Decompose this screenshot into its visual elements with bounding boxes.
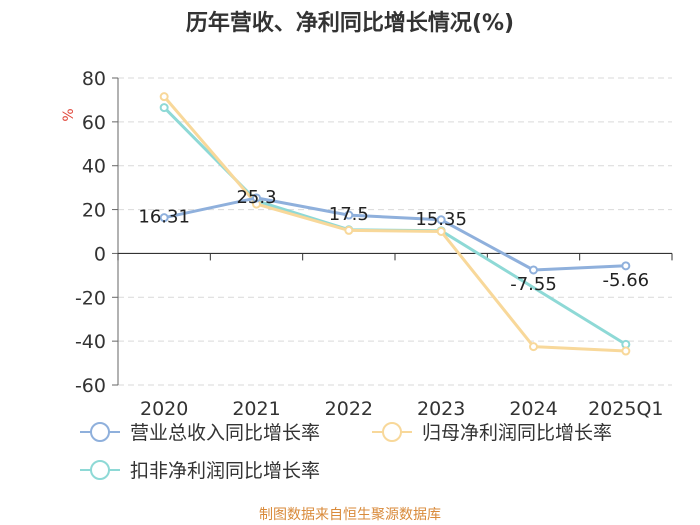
- data-label: 15.35: [415, 209, 467, 230]
- data-label: 16.31: [138, 207, 190, 228]
- x-tick-label: 2023: [417, 398, 465, 420]
- x-axis: 2020 2021 2022 2023 2024 2025Q1: [117, 252, 673, 420]
- source-note: 制图数据来自恒生聚源数据库: [259, 507, 441, 523]
- data-label: -7.55: [510, 274, 557, 295]
- data-point: [159, 92, 169, 102]
- series-line-3: [163, 106, 627, 346]
- y-tick-label: 0: [94, 243, 106, 265]
- data-point: [529, 342, 538, 352]
- x-tick-label: 2024: [509, 398, 557, 420]
- series-layer: [159, 92, 631, 356]
- legend-item-3: 扣非净利润同比增长率: [80, 460, 320, 482]
- legend-swatch-marker: [90, 460, 110, 480]
- legend-label: 归母净利润同比增长率: [422, 422, 612, 444]
- legend-swatch-marker: [90, 422, 110, 442]
- series-line-1: [163, 196, 626, 272]
- grid-lines: [118, 77, 672, 386]
- data-point: [436, 215, 446, 225]
- y-axis-unit: %: [61, 108, 77, 121]
- series-line-2: [163, 95, 626, 353]
- x-tick-label: 2025Q1: [588, 398, 663, 420]
- data-point: [436, 227, 446, 236]
- legend-item-1: 营业总收入同比增长率: [80, 422, 320, 444]
- data-point: [621, 261, 631, 271]
- data-point: [252, 193, 261, 203]
- x-tick-label: 2022: [325, 398, 373, 420]
- data-point: [344, 225, 354, 235]
- data-labels: 16.31 25.3 17.5 15.35 -7.55 -5.66: [138, 187, 649, 295]
- y-tick-label: 20: [82, 200, 106, 222]
- y-tick-label: 60: [82, 112, 106, 134]
- legend-label: 扣非净利润同比增长率: [130, 460, 320, 482]
- y-tick-label: 80: [82, 68, 106, 90]
- data-point: [159, 103, 169, 113]
- legend-swatch-marker: [382, 422, 402, 442]
- legend-item-2: 归母净利润同比增长率: [372, 422, 612, 444]
- data-point: [344, 210, 354, 220]
- data-label: 25.3: [236, 187, 276, 208]
- y-tick-label: -20: [75, 287, 106, 309]
- legend-label: 营业总收入同比增长率: [130, 422, 320, 444]
- y-axis-ticks: 80 60 40 20 0 -20 -40 -60: [75, 68, 119, 397]
- data-label: -5.66: [603, 270, 650, 291]
- y-tick-label: 40: [82, 156, 106, 178]
- y-tick-label: -60: [75, 375, 106, 397]
- data-point: [529, 265, 538, 275]
- data-label: 17.5: [329, 204, 369, 225]
- x-tick-label: 2020: [140, 398, 188, 420]
- chart-title: 历年营收、净利同比增长情况(%): [186, 10, 514, 36]
- data-point: [159, 213, 169, 223]
- x-tick-label: 2021: [232, 398, 280, 420]
- data-point: [621, 346, 631, 356]
- y-tick-label: -40: [75, 331, 106, 353]
